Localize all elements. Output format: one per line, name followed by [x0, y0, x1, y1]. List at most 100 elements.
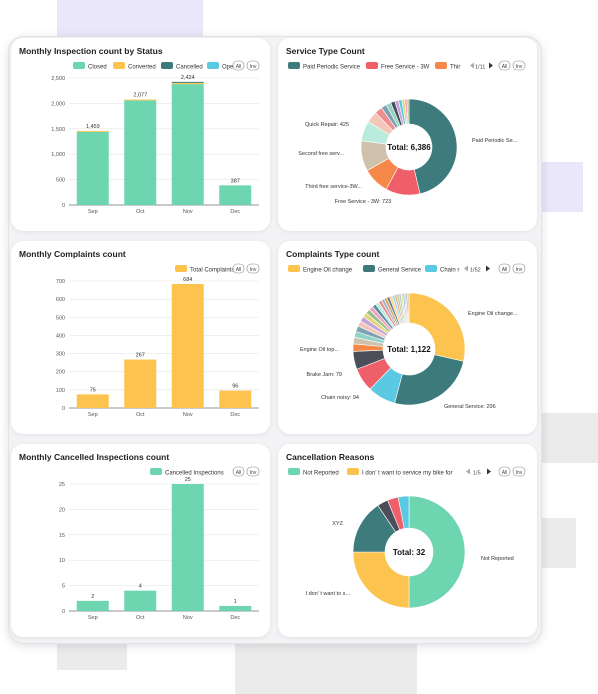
complaints-type-donut [352, 292, 466, 406]
bar[interactable] [76, 600, 109, 611]
legend-general-service-swatch[interactable] [363, 265, 375, 272]
y-tick-label: 300 [56, 352, 65, 358]
all-button[interactable] [498, 466, 511, 477]
legend-engine-oil-label[interactable]: Engine Oil change [303, 268, 353, 274]
legend-cancelled-inspections-label[interactable]: Cancelled Inspections [165, 471, 224, 477]
pie-slice[interactable] [352, 551, 410, 609]
x-tick-label: Nov [183, 209, 193, 215]
inv-button[interactable] [246, 60, 260, 71]
legend-converted-swatch[interactable] [113, 62, 125, 69]
x-tick-label: Oct [136, 412, 145, 418]
all-button[interactable] [498, 263, 511, 274]
pager-prev-icon[interactable] [470, 62, 474, 69]
legend-free-swatch[interactable] [366, 62, 378, 69]
pie-slice[interactable] [394, 354, 464, 406]
legend-paid-label[interactable]: Paid Periodic Service [303, 65, 361, 71]
y-tick-label: 100 [56, 388, 65, 394]
legend-free-label[interactable]: Free Service - 3W [381, 65, 430, 71]
inspection-legend: Closed Converted Cancelled Open All Inv [73, 60, 260, 71]
inv-button[interactable] [512, 466, 526, 477]
pie-slice[interactable] [406, 98, 410, 125]
service-type-title: Service Type Count [286, 46, 365, 56]
legend-dont-want-label[interactable]: I don' t want to service my bike for [362, 471, 453, 477]
legend-third-swatch[interactable] [435, 62, 447, 69]
pager-next-icon[interactable] [487, 468, 491, 475]
service-type-donut [360, 98, 458, 196]
y-tick-label: 5 [62, 584, 65, 590]
legend-cancelled-swatch[interactable] [161, 62, 173, 69]
legend-dont-want-swatch[interactable] [347, 468, 359, 475]
x-tick-label: Oct [136, 615, 145, 621]
pager-next-icon[interactable] [486, 265, 490, 272]
legend-open-label[interactable]: Open [222, 65, 237, 71]
legend-chain-label[interactable]: Chain r [440, 268, 459, 274]
pie-slice[interactable] [407, 292, 410, 324]
pie-slice[interactable] [408, 98, 458, 195]
bar[interactable] [76, 130, 109, 132]
pager-prev-icon[interactable] [464, 265, 468, 272]
legend-total-complaints-label[interactable]: Total Complaints [190, 268, 234, 274]
inv-button-label: Inv [516, 470, 523, 476]
x-tick-label: Sep [88, 412, 98, 418]
legend-cancelled-inspections-swatch[interactable] [150, 468, 162, 475]
bar[interactable] [124, 100, 157, 205]
all-button[interactable] [232, 466, 245, 477]
inspection-card: Monthly Inspection count by Status Close… [11, 38, 270, 231]
bar-value-label: 25 [185, 477, 191, 483]
inv-button[interactable] [512, 60, 526, 71]
legend-engine-oil-swatch[interactable] [288, 265, 300, 272]
pager-prev-icon[interactable] [466, 468, 470, 475]
x-tick-label: Sep [88, 615, 98, 621]
pie-slice[interactable] [408, 495, 466, 609]
bar[interactable] [219, 390, 252, 408]
label-second-free: Second free serv... [298, 151, 344, 157]
x-tick-label: Nov [183, 412, 193, 418]
legend-open-swatch[interactable] [207, 62, 219, 69]
x-tick-label: Oct [136, 209, 145, 215]
y-tick-label: 0 [62, 406, 65, 412]
legend-paid-swatch[interactable] [288, 62, 300, 69]
inv-button-label: Inv [516, 267, 523, 273]
bar[interactable] [171, 82, 204, 85]
legend-not-reported-swatch[interactable] [288, 468, 300, 475]
inv-button[interactable] [246, 466, 260, 477]
inv-button[interactable] [512, 263, 526, 274]
legend-closed-label[interactable]: Closed [88, 65, 107, 71]
pie-slice[interactable] [408, 292, 466, 362]
legend-chain-swatch[interactable] [425, 265, 437, 272]
complaints-type-legend: Engine Oil change General Service Chain … [288, 263, 526, 274]
pie-slice[interactable] [397, 495, 410, 529]
legend-general-service-label[interactable]: General Service [378, 268, 422, 274]
legend-total-complaints-swatch[interactable] [175, 265, 187, 272]
bar[interactable] [171, 283, 204, 408]
bar[interactable] [171, 84, 204, 205]
bar[interactable] [171, 81, 204, 83]
bar-value-label: 2 [91, 594, 94, 600]
bar[interactable] [219, 605, 252, 611]
bg-block-bottom-1 [57, 640, 127, 670]
all-button[interactable] [498, 60, 511, 71]
all-button[interactable] [232, 263, 245, 274]
bar[interactable] [124, 590, 157, 611]
legend-third-label[interactable]: Thir [450, 65, 460, 71]
all-button[interactable] [232, 60, 245, 71]
y-tick-label: 20 [59, 507, 65, 513]
cancelled-legend: Cancelled Inspections All Inv [150, 466, 260, 477]
legend-converted-label[interactable]: Converted [128, 65, 156, 71]
bar[interactable] [171, 484, 204, 611]
bar-value-label: 1 [234, 599, 237, 605]
legend-not-reported-label[interactable]: Not Reported [303, 471, 339, 477]
pager-next-icon[interactable] [489, 62, 493, 69]
legend-closed-swatch[interactable] [73, 62, 85, 69]
bar[interactable] [124, 359, 157, 408]
bar[interactable] [76, 131, 109, 205]
bar[interactable] [219, 185, 252, 205]
bar-value-label: 684 [183, 277, 192, 283]
complaints-type-total: Total: 1,122 [387, 345, 431, 354]
bar[interactable] [124, 99, 157, 101]
bar-value-label: 4 [139, 584, 142, 590]
legend-cancelled-label[interactable]: Cancelled [176, 65, 203, 71]
complaints-card: Monthly Complaints count Total Complaint… [11, 241, 270, 434]
bar[interactable] [76, 394, 109, 408]
inv-button[interactable] [246, 263, 260, 274]
